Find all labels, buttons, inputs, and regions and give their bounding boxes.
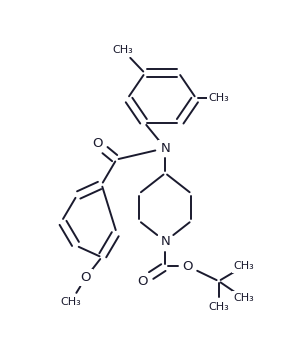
Text: CH₃: CH₃ (233, 293, 254, 303)
Text: CH₃: CH₃ (208, 302, 229, 312)
Text: O: O (183, 260, 193, 273)
Text: O: O (80, 271, 91, 284)
Text: N: N (160, 142, 170, 155)
Text: O: O (92, 137, 102, 150)
Text: O: O (137, 275, 148, 288)
Text: N: N (160, 235, 170, 248)
Text: CH₃: CH₃ (61, 297, 81, 307)
Text: CH₃: CH₃ (113, 45, 134, 55)
Text: CH₃: CH₃ (233, 261, 254, 271)
Text: CH₃: CH₃ (208, 93, 229, 103)
